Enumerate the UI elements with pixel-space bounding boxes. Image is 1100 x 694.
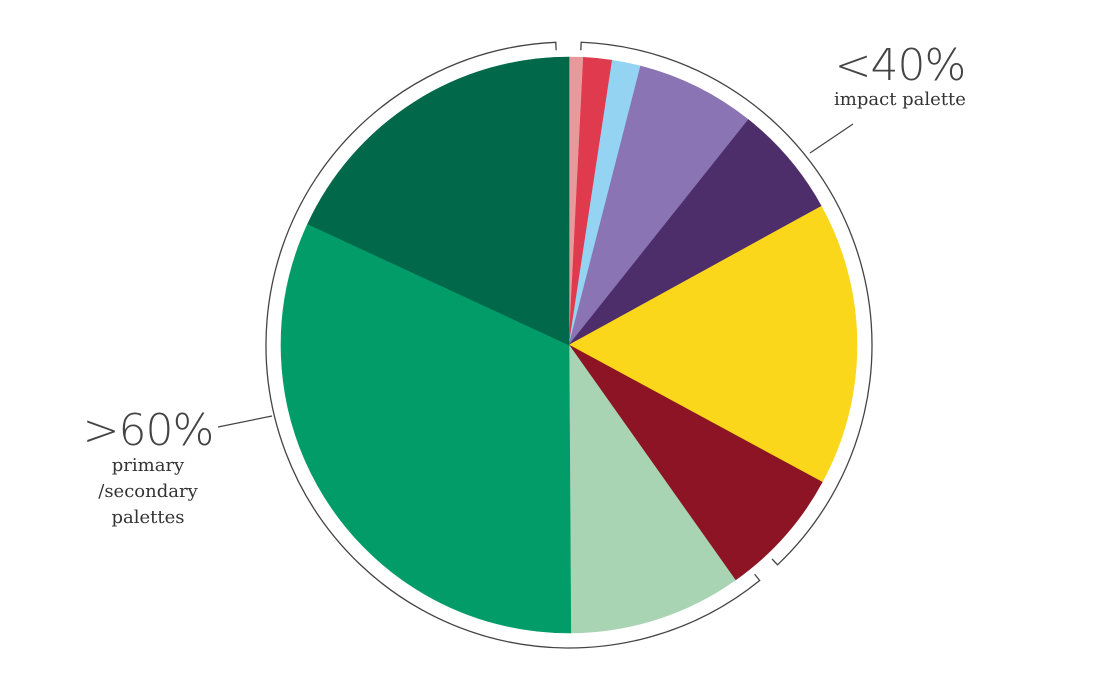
primary-label-line1: primary xyxy=(112,455,185,476)
pie-slice-11 xyxy=(307,56,570,346)
pie-slice-6 xyxy=(568,205,858,483)
impact-group-bracket xyxy=(580,41,873,566)
impact-leader-line xyxy=(809,123,854,154)
impact-percent-label: <40% xyxy=(835,40,966,91)
primary-label-line2: /secondary xyxy=(98,481,198,502)
pie-slice-8 xyxy=(568,344,736,634)
primary-leader-line xyxy=(217,415,273,428)
pie-slice-5 xyxy=(568,119,822,346)
primary-group-bracket xyxy=(265,41,761,649)
pie-slices xyxy=(280,56,858,634)
pie-slice-10 xyxy=(280,223,570,486)
impact-palette-label: impact palette xyxy=(834,89,966,110)
pie-slice-4 xyxy=(568,65,749,346)
primary-label-line3: palettes xyxy=(111,507,184,528)
primary-percent-label: >60% xyxy=(83,405,214,456)
pie-slice-7 xyxy=(568,344,823,581)
pie-slice-9 xyxy=(317,344,572,634)
